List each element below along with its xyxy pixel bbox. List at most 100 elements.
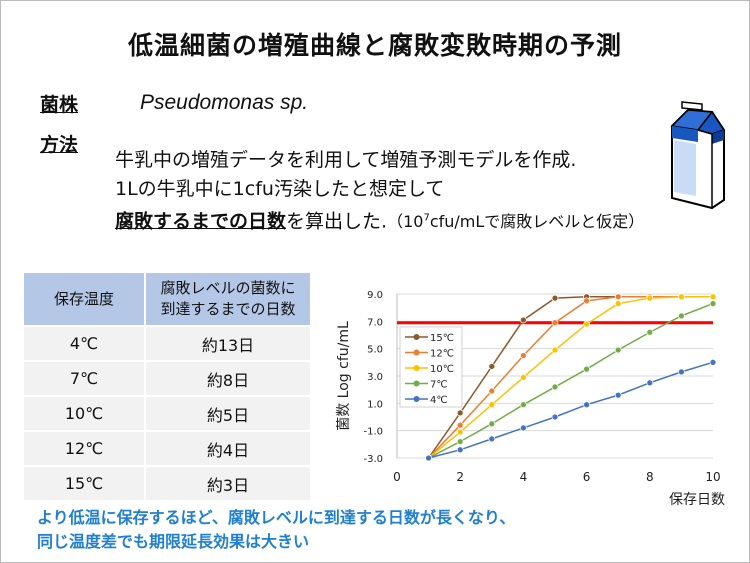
data-point <box>709 300 717 307</box>
data-point <box>551 294 559 302</box>
table-row: 7℃ 約8日 <box>24 362 312 395</box>
data-point <box>456 409 464 417</box>
data-point <box>709 358 717 366</box>
data-point <box>583 297 590 305</box>
data-point <box>678 312 685 320</box>
spoilage-table: 保存温度 腐敗レベルの菌数に 到達するまでの日数 4℃ 約13日 7℃ 約8日 10℃… <box>24 271 312 502</box>
legend-marker <box>413 365 420 371</box>
data-point <box>488 420 496 428</box>
data-point <box>488 363 496 370</box>
data-point <box>614 346 622 354</box>
x-tick-label: 8 <box>646 470 654 484</box>
cell-temperature: 10℃ <box>24 397 146 430</box>
header-days-line-1: 腐敗レベルの菌数に <box>160 279 296 297</box>
data-point <box>488 435 496 443</box>
note-pre: （10 <box>387 212 424 232</box>
data-point <box>488 387 496 395</box>
conclusion-line-1: より低温に保存するほど、腐敗レベルに到達する日数が長くなり、 <box>37 508 516 527</box>
x-tick-label: 4 <box>520 470 528 484</box>
method-line-2: 1Lの牛乳中に1cfu汚染したと想定して <box>115 178 445 200</box>
growth-chart: -3.0 -1.0 1.0 3.0 5.0 7.0 9.0 0 2 4 6 8 10 保存日数 菌数 Log… <box>336 290 725 508</box>
table-row: 15℃ 約3日 <box>24 467 312 500</box>
legend-marker <box>413 380 420 387</box>
x-axis-title: 保存日数 <box>669 492 725 508</box>
method-label: 方法 <box>40 134 79 156</box>
legend-marker <box>413 349 420 356</box>
y-tick-label: -1.0 <box>363 427 383 438</box>
data-point <box>456 421 464 429</box>
data-point <box>551 413 559 421</box>
data-point <box>614 293 622 301</box>
data-point <box>583 401 590 409</box>
data-point <box>583 365 590 373</box>
data-point <box>456 438 464 445</box>
data-point <box>488 401 496 409</box>
legend-label: 7℃ <box>430 380 448 391</box>
header-days: 腐敗レベルの菌数に 到達するまでの日数 <box>146 273 312 325</box>
data-point <box>520 374 527 381</box>
x-tick-label: 10 <box>705 470 720 484</box>
data-point <box>551 346 559 354</box>
legend-marker <box>413 396 420 402</box>
data-point <box>520 401 527 409</box>
method-line-3: 腐敗するまでの日数を算出した.（107cfu/mLで腐敗レベルと仮定） <box>115 204 644 236</box>
data-point <box>551 319 559 327</box>
table-header-row: 保存温度 腐敗レベルの菌数に 到達するまでの日数 <box>24 273 312 325</box>
method-text: 牛乳中の増殖データを利用して増殖予測モデルを作成. 1Lの牛乳中に1cfu汚染し… <box>115 146 644 236</box>
cell-days: 約4日 <box>146 432 312 465</box>
data-point <box>614 300 622 307</box>
series-line-10℃ <box>428 295 713 459</box>
legend-label: 12℃ <box>430 349 454 360</box>
header-temperature: 保存温度 <box>24 273 146 325</box>
conclusion-line-2: 同じ温度差でも期限延長効果は大きい <box>37 532 310 551</box>
data-point <box>646 379 654 387</box>
cell-days: 約5日 <box>146 397 312 430</box>
y-tick-label: 5.0 <box>367 345 383 356</box>
conclusion: より低温に保存するほど、腐敗レベルに到達する日数が長くなり、 同じ温度差でも期限… <box>37 506 515 554</box>
cell-days: 約13日 <box>146 327 312 360</box>
method-note: （107cfu/mLで腐敗レベルと仮定） <box>387 212 644 231</box>
data-point <box>709 293 717 301</box>
data-point <box>583 320 590 328</box>
legend-marker <box>413 334 420 340</box>
data-point <box>456 428 464 436</box>
cell-temperature: 7℃ <box>24 362 146 395</box>
legend-label: 4℃ <box>430 395 448 406</box>
data-point <box>456 446 464 454</box>
data-point <box>678 293 685 301</box>
method-emphasis: 腐敗するまでの日数 <box>115 210 287 233</box>
cell-days: 約3日 <box>146 467 312 500</box>
cell-temperature: 15℃ <box>24 467 146 500</box>
y-tick-label: -3.0 <box>363 454 383 465</box>
x-tick-label: 0 <box>393 470 401 484</box>
x-tick-label: 2 <box>456 470 464 484</box>
table-row: 12℃ 約4日 <box>24 432 312 465</box>
data-point <box>520 352 527 359</box>
table-row: 10℃ 約5日 <box>24 397 312 430</box>
legend-label: 10℃ <box>430 364 454 375</box>
data-point <box>425 454 432 462</box>
y-axis-title: 菌数 Log cfu/mL <box>336 321 352 431</box>
legend-label: 15℃ <box>430 333 454 344</box>
data-point <box>551 383 559 391</box>
series-line-7℃ <box>428 302 714 459</box>
cell-days: 約8日 <box>146 362 312 395</box>
table-row: 4℃ 約13日 <box>24 327 312 360</box>
data-point <box>678 368 685 376</box>
slide-title: 低温細菌の増殖曲線と腐敗変敗時期の予測 <box>127 31 622 60</box>
method-line-3-rest: を算出した. <box>286 210 388 233</box>
strain-label: 菌株 <box>40 94 79 116</box>
data-point <box>520 424 527 432</box>
note-sup: 7 <box>423 213 430 224</box>
y-tick-label: 1.0 <box>367 399 383 410</box>
note-post: cfu/mLで腐敗レベルと仮定） <box>429 212 645 232</box>
legend-box <box>399 326 463 408</box>
method-line-1: 牛乳中の増殖データを利用して増殖予測モデルを作成. <box>115 149 577 171</box>
cell-temperature: 4℃ <box>24 327 146 360</box>
y-tick-label: 7.0 <box>367 317 383 328</box>
header-days-line-2: 到達するまでの日数 <box>160 300 296 318</box>
milk-carton-icon <box>670 101 726 210</box>
series-line-4℃ <box>428 361 714 459</box>
x-tick-label: 6 <box>583 470 591 484</box>
data-point <box>614 391 622 399</box>
